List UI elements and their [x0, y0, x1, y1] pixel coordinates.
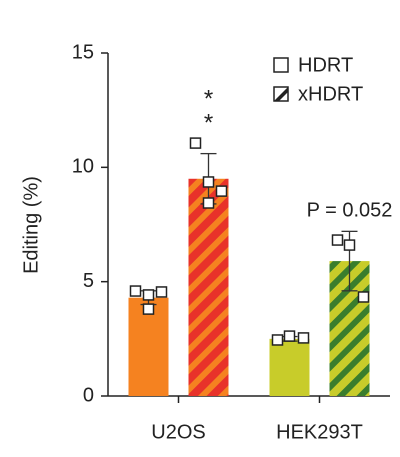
- legend-label: HDRT: [298, 54, 353, 76]
- data-point: [331, 234, 344, 246]
- y-tick-label: 0: [83, 384, 94, 406]
- y-tick-label: 15: [72, 41, 94, 63]
- legend-hatch: [274, 87, 288, 101]
- x-tick-label: HEK293T: [276, 421, 363, 443]
- data-point: [202, 197, 215, 209]
- data-point: [129, 285, 142, 297]
- significance: *: [204, 109, 213, 136]
- y-axis-label: Editing (%): [20, 176, 42, 274]
- legend-label: xHDRT: [298, 83, 363, 105]
- x-tick-label: U2OS: [151, 421, 205, 443]
- p-value: P = 0.052: [307, 199, 393, 221]
- data-point: [155, 286, 168, 298]
- data-point: [343, 239, 356, 251]
- data-point: [142, 289, 155, 301]
- data-point: [215, 185, 228, 197]
- bar: [188, 178, 229, 396]
- data-point: [357, 291, 370, 303]
- data-point: [142, 303, 155, 315]
- significance: *: [204, 85, 213, 112]
- y-tick-label: 5: [83, 270, 94, 292]
- data-point: [202, 176, 215, 188]
- legend-marker: [273, 57, 289, 73]
- data-point: [297, 332, 310, 344]
- bar: [269, 338, 310, 396]
- data-point: [271, 334, 284, 346]
- data-point: [283, 330, 296, 342]
- y-tick-label: 10: [72, 156, 94, 178]
- data-point: [189, 137, 202, 149]
